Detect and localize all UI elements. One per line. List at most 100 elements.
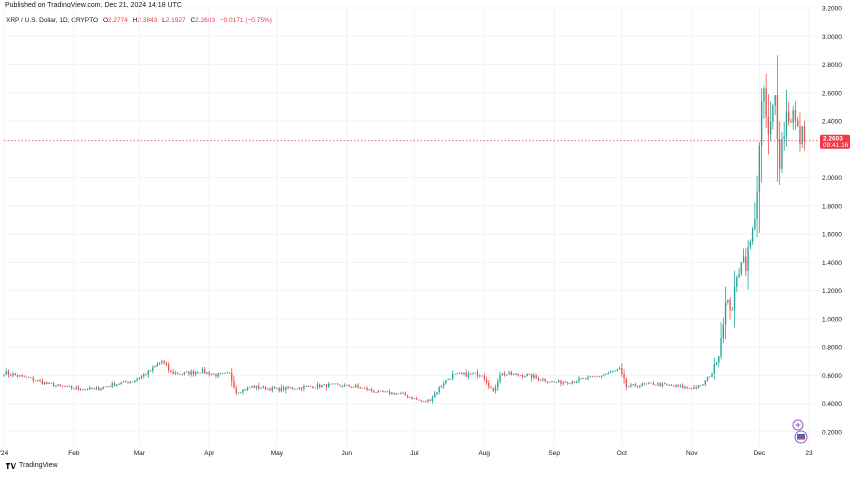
candle-body — [359, 387, 361, 389]
candle-body — [623, 373, 625, 380]
candle-body — [605, 373, 607, 375]
candle-body — [499, 375, 501, 382]
candle-body — [73, 388, 75, 390]
candle-body — [12, 373, 14, 376]
candle-body — [316, 384, 319, 388]
candle-body — [799, 126, 801, 145]
candle-body — [10, 374, 12, 376]
candle-body — [697, 385, 700, 389]
candle-body — [711, 373, 713, 377]
candle-body — [77, 387, 80, 390]
candle-body — [273, 387, 276, 389]
candle-body — [14, 373, 16, 376]
add-icon[interactable] — [792, 419, 804, 431]
candle-body — [262, 386, 265, 389]
brand-name: TradingView — [19, 462, 58, 469]
candle-body — [226, 372, 228, 374]
candle-body — [382, 390, 384, 393]
candle-body — [269, 388, 271, 391]
candle-body — [506, 374, 508, 376]
high-value: 2.3843 — [137, 17, 158, 24]
candle-body — [102, 387, 104, 389]
candle-body — [634, 384, 637, 387]
candle-body — [43, 382, 46, 385]
candle-body — [709, 376, 711, 378]
x-tick-label: 23 — [805, 450, 813, 457]
candle-body — [539, 379, 542, 381]
candle-body — [231, 372, 233, 381]
candle-body — [756, 191, 758, 220]
candle-body — [702, 384, 704, 386]
candle-body — [291, 387, 294, 389]
candle-body — [515, 373, 517, 375]
candle-body — [440, 386, 443, 388]
candle-body — [95, 387, 98, 389]
candle-body — [278, 387, 280, 391]
candle-body — [485, 379, 488, 383]
candle-body — [289, 387, 292, 389]
candles-layer — [3, 55, 806, 404]
candle-body — [704, 380, 706, 385]
candle-body — [663, 383, 666, 385]
time-axis: '24 Feb Mar Apr May Jun Jul Aug Sep Oct Nov Dec 23 — [0, 450, 813, 457]
candle-body — [125, 380, 127, 383]
candle-body — [339, 384, 341, 387]
candle-body — [377, 390, 380, 393]
candle-body — [309, 385, 312, 387]
candle-body — [632, 384, 634, 385]
candle-body — [23, 375, 25, 378]
candle-body — [621, 367, 623, 374]
candle-body — [618, 367, 621, 370]
candle-body — [109, 386, 111, 388]
candle-body — [569, 383, 571, 385]
chart-grid — [3, 7, 818, 446]
y-tick-label: 0.2000 — [822, 429, 842, 436]
change-value: −0.0171 (−0.75%) — [219, 17, 272, 24]
candle-body — [116, 384, 118, 387]
candle-body — [41, 380, 44, 385]
candle-body — [557, 380, 560, 383]
candle-body — [727, 299, 729, 303]
x-tick-label: Feb — [68, 450, 80, 457]
candle-body — [138, 378, 140, 379]
candle-body — [21, 375, 23, 377]
candle-body — [573, 381, 576, 383]
flag-icon-body — [797, 434, 805, 440]
candle-body — [3, 374, 5, 376]
candle-body — [521, 375, 524, 377]
candle-body — [170, 370, 172, 372]
candle-body — [357, 385, 359, 388]
overlay-icons — [792, 419, 808, 444]
candle-body — [530, 373, 533, 378]
candle-body — [582, 378, 585, 380]
candle-body — [803, 126, 806, 141]
candle-body — [368, 389, 370, 391]
symbol-name[interactable]: XRP / U.S. Dollar, 1D, CRYPTO — [6, 17, 99, 24]
candle-body — [503, 373, 506, 376]
candle-body — [395, 393, 398, 395]
last-price-badge — [820, 134, 850, 149]
x-tick-label: Nov — [686, 450, 698, 457]
candle-body — [350, 386, 352, 388]
candle-body — [271, 387, 274, 391]
candle-body — [246, 387, 249, 391]
candle-body — [596, 376, 598, 378]
candle-body — [57, 384, 59, 386]
candle-body — [774, 95, 776, 106]
candle-body — [684, 386, 686, 389]
candle-body — [285, 387, 287, 390]
candle-body — [650, 382, 652, 384]
x-tick-label: Dec — [754, 450, 766, 457]
candle-body — [134, 380, 136, 382]
candle-body — [154, 366, 156, 368]
candle-body — [616, 369, 619, 371]
candle-body — [30, 377, 32, 379]
candle-body — [37, 380, 39, 381]
last-price-label: 2.2603 — [823, 135, 843, 142]
candle-body — [249, 387, 251, 389]
candle-body — [172, 371, 174, 374]
candle-body — [215, 373, 217, 377]
candle-body — [600, 375, 603, 377]
flag-icon[interactable] — [794, 430, 808, 444]
